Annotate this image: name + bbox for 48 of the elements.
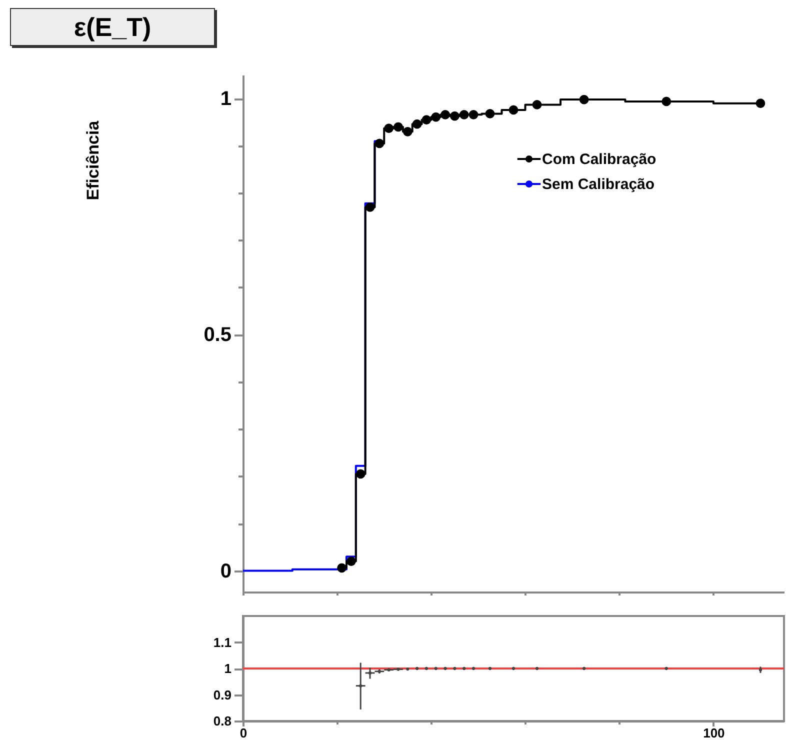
point (488, 666, 492, 670)
point (412, 119, 422, 129)
point (434, 666, 438, 670)
point (468, 110, 478, 120)
point (365, 202, 375, 212)
point (485, 109, 495, 118)
point (396, 668, 400, 671)
point (384, 124, 394, 134)
point (394, 122, 403, 132)
chart-title: ε(E_T) (10, 8, 215, 46)
point (402, 126, 412, 136)
point (662, 96, 672, 106)
point (472, 666, 476, 670)
point (535, 666, 539, 670)
point (579, 94, 589, 104)
legend-label: Sem Calibração (542, 176, 655, 193)
point (424, 666, 428, 670)
point (512, 666, 516, 670)
point (664, 666, 668, 670)
point (422, 115, 432, 125)
point (453, 666, 456, 670)
y-tick-label: 0.9 (213, 687, 232, 702)
point (532, 100, 542, 110)
point (346, 556, 356, 566)
y-tick-label: 0.8 (213, 714, 232, 728)
point (508, 105, 518, 115)
point (356, 469, 366, 479)
point (337, 563, 346, 573)
point (415, 666, 419, 670)
point (444, 666, 447, 670)
point (462, 666, 466, 670)
y-tick-label: 1.1 (213, 634, 232, 650)
point (756, 98, 766, 108)
point (374, 138, 384, 148)
y-tick-label: 0 (220, 560, 232, 582)
point (582, 666, 586, 670)
y-tick-label: 0.5 (204, 324, 232, 346)
y-axis-title: Eficiência (84, 120, 102, 200)
point (359, 684, 362, 688)
y-tick-label: 1 (220, 88, 232, 110)
x-tick-label: 100 (703, 726, 725, 740)
legend-label: Com Calibração (542, 151, 656, 168)
y-tick-label: 1 (224, 661, 232, 676)
point (431, 112, 441, 122)
point (440, 110, 450, 120)
point (459, 110, 469, 120)
point (450, 111, 460, 121)
point (406, 667, 410, 671)
